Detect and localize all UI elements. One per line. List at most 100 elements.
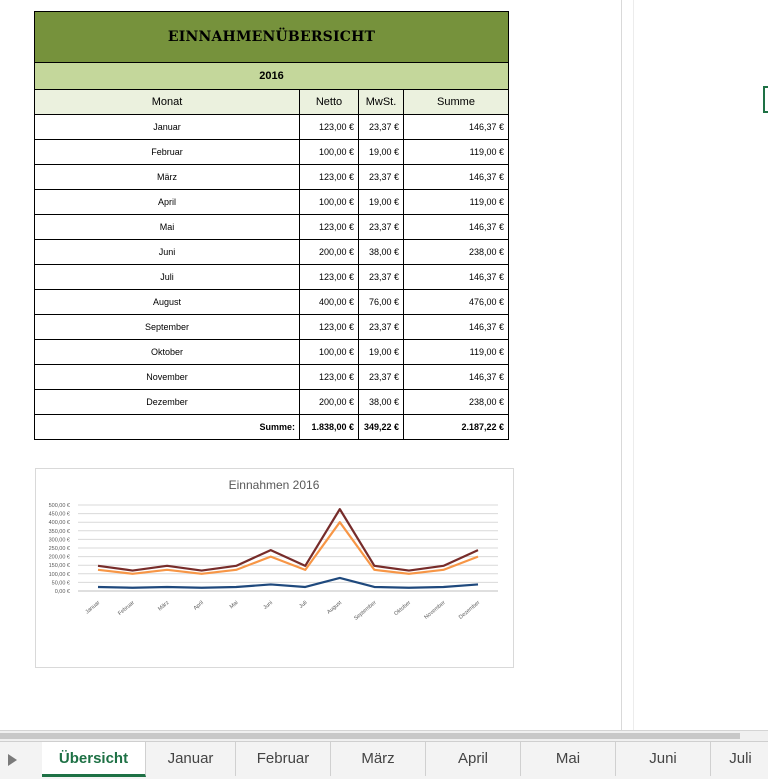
header-mwst[interactable]: MwSt. bbox=[358, 89, 404, 115]
sheet-tab[interactable]: Februar bbox=[236, 742, 331, 776]
table-row: Juli 123,00 €23,37 €146,37 € bbox=[34, 264, 509, 290]
cell-summe[interactable]: 146,37 € bbox=[403, 364, 509, 390]
header-summe[interactable]: Summe bbox=[403, 89, 509, 115]
cell-month[interactable]: Februar bbox=[34, 139, 300, 165]
cell-month[interactable]: November bbox=[34, 364, 300, 390]
table-row: November 123,00 €23,37 €146,37 € bbox=[34, 364, 509, 390]
y-tick-label: 450,00 € bbox=[49, 512, 70, 518]
header-month[interactable]: Monat bbox=[34, 89, 300, 115]
cell-month[interactable]: August bbox=[34, 289, 300, 315]
table-row: Oktober 100,00 €19,00 €119,00 € bbox=[34, 339, 509, 365]
cell-netto[interactable]: 123,00 € bbox=[299, 164, 359, 190]
sheet-tab[interactable]: Januar bbox=[146, 742, 236, 776]
sheet-title[interactable]: EINNAHMENÜBERSICHT bbox=[34, 11, 509, 63]
cell-mwst[interactable]: 19,00 € bbox=[358, 339, 404, 365]
cell-summe[interactable]: 146,37 € bbox=[403, 264, 509, 290]
cell-month[interactable]: März bbox=[34, 164, 300, 190]
cell-netto[interactable]: 400,00 € bbox=[299, 289, 359, 315]
chart-title: Einnahmen 2016 bbox=[229, 478, 320, 492]
y-tick-label: 250,00 € bbox=[49, 546, 70, 552]
chart-series bbox=[97, 508, 479, 589]
series-line-1[interactable] bbox=[97, 576, 479, 589]
cell-summe[interactable]: 119,00 € bbox=[403, 139, 509, 165]
series-line-2[interactable] bbox=[97, 508, 479, 572]
total-row: Summe: 1.838,00 € 349,22 € 2.187,22 € bbox=[34, 414, 509, 440]
total-netto[interactable]: 1.838,00 € bbox=[299, 414, 359, 440]
x-tick-label: Mai bbox=[229, 600, 240, 610]
y-tick-label: 400,00 € bbox=[49, 520, 70, 526]
cell-mwst[interactable]: 38,00 € bbox=[358, 239, 404, 265]
scrollbar-thumb[interactable] bbox=[0, 733, 740, 739]
cell-summe[interactable]: 146,37 € bbox=[403, 314, 509, 340]
cell-mwst[interactable]: 23,37 € bbox=[358, 214, 404, 240]
cell-summe[interactable]: 119,00 € bbox=[403, 189, 509, 215]
cell-mwst[interactable]: 19,00 € bbox=[358, 139, 404, 165]
tab-scroll-right-icon[interactable] bbox=[8, 754, 17, 766]
cell-summe[interactable]: 238,00 € bbox=[403, 239, 509, 265]
cell-month[interactable]: April bbox=[34, 189, 300, 215]
sheet-tab[interactable]: März bbox=[331, 742, 426, 776]
cell-mwst[interactable]: 23,37 € bbox=[358, 164, 404, 190]
sheet-tab[interactable]: Übersicht bbox=[42, 742, 146, 777]
cell-summe[interactable]: 146,37 € bbox=[403, 114, 509, 140]
cell-summe[interactable]: 146,37 € bbox=[403, 164, 509, 190]
cell-netto[interactable]: 123,00 € bbox=[299, 264, 359, 290]
cell-summe[interactable]: 238,00 € bbox=[403, 389, 509, 415]
cell-summe[interactable]: 476,00 € bbox=[403, 289, 509, 315]
x-tick-label: März bbox=[157, 600, 170, 613]
x-tick-label: August bbox=[326, 600, 343, 616]
chart-x-axis: Januar Februar März April Mai Juni Juli August S… bbox=[85, 600, 482, 622]
cell-month[interactable]: Juli bbox=[34, 264, 300, 290]
cell-mwst[interactable]: 23,37 € bbox=[358, 314, 404, 340]
cell-mwst[interactable]: 23,37 € bbox=[358, 364, 404, 390]
y-tick-label: 500,00 € bbox=[49, 503, 70, 509]
table-row: Februar 100,00 €19,00 €119,00 € bbox=[34, 139, 509, 165]
x-tick-label: Oktober bbox=[393, 600, 412, 617]
year-label[interactable]: 2016 bbox=[34, 62, 509, 90]
cell-summe[interactable]: 146,37 € bbox=[403, 214, 509, 240]
series-line-0[interactable] bbox=[97, 521, 479, 575]
table-row: Januar 123,00 €23,37 €146,37 € bbox=[34, 114, 509, 140]
cell-netto[interactable]: 123,00 € bbox=[299, 314, 359, 340]
cell-month[interactable]: September bbox=[34, 314, 300, 340]
header-netto[interactable]: Netto bbox=[299, 89, 359, 115]
sheet-tab[interactable]: Juni bbox=[616, 742, 711, 776]
cell-netto[interactable]: 200,00 € bbox=[299, 389, 359, 415]
cell-netto[interactable]: 123,00 € bbox=[299, 214, 359, 240]
cell-month[interactable]: Januar bbox=[34, 114, 300, 140]
cell-mwst[interactable]: 38,00 € bbox=[358, 389, 404, 415]
cell-mwst[interactable]: 23,37 € bbox=[358, 264, 404, 290]
cell-netto[interactable]: 200,00 € bbox=[299, 239, 359, 265]
cell-netto[interactable]: 100,00 € bbox=[299, 139, 359, 165]
total-label[interactable]: Summe: bbox=[34, 414, 300, 440]
sheet-tab-bar: Übersicht Januar Februar März April Mai Juni Ju… bbox=[0, 741, 768, 779]
y-tick-label: 0,00 € bbox=[55, 589, 70, 595]
sheet-tab[interactable]: Juli bbox=[711, 742, 768, 776]
total-summe[interactable]: 2.187,22 € bbox=[403, 414, 509, 440]
cell-netto[interactable]: 100,00 € bbox=[299, 189, 359, 215]
total-mwst[interactable]: 349,22 € bbox=[358, 414, 404, 440]
page-break-line-secondary bbox=[633, 0, 634, 730]
horizontal-scrollbar[interactable] bbox=[0, 730, 768, 741]
x-tick-label: Juni bbox=[262, 600, 274, 611]
cell-mwst[interactable]: 76,00 € bbox=[358, 289, 404, 315]
sheet-tab[interactable]: Mai bbox=[521, 742, 616, 776]
cell-month[interactable]: Oktober bbox=[34, 339, 300, 365]
cell-netto[interactable]: 100,00 € bbox=[299, 339, 359, 365]
sheet-tab[interactable]: April bbox=[426, 742, 521, 776]
table-row: Mai 123,00 €23,37 €146,37 € bbox=[34, 214, 509, 240]
cell-netto[interactable]: 123,00 € bbox=[299, 114, 359, 140]
selected-cell-marker[interactable] bbox=[763, 86, 768, 113]
x-tick-label: Februar bbox=[117, 600, 136, 617]
cell-mwst[interactable]: 19,00 € bbox=[358, 189, 404, 215]
cell-summe[interactable]: 119,00 € bbox=[403, 339, 509, 365]
x-tick-label: Dezember bbox=[458, 600, 481, 621]
cell-mwst[interactable]: 23,37 € bbox=[358, 114, 404, 140]
income-chart[interactable]: Einnahmen 2016 0,00 € 50,00 € 100,00 € 150,… bbox=[35, 468, 514, 668]
x-tick-label: September bbox=[353, 600, 378, 622]
cell-netto[interactable]: 123,00 € bbox=[299, 364, 359, 390]
cell-month[interactable]: Dezember bbox=[34, 389, 300, 415]
spreadsheet-sheet[interactable]: EINNAHMENÜBERSICHT 2016 Monat Netto MwSt… bbox=[0, 0, 768, 730]
cell-month[interactable]: Juni bbox=[34, 239, 300, 265]
cell-month[interactable]: Mai bbox=[34, 214, 300, 240]
